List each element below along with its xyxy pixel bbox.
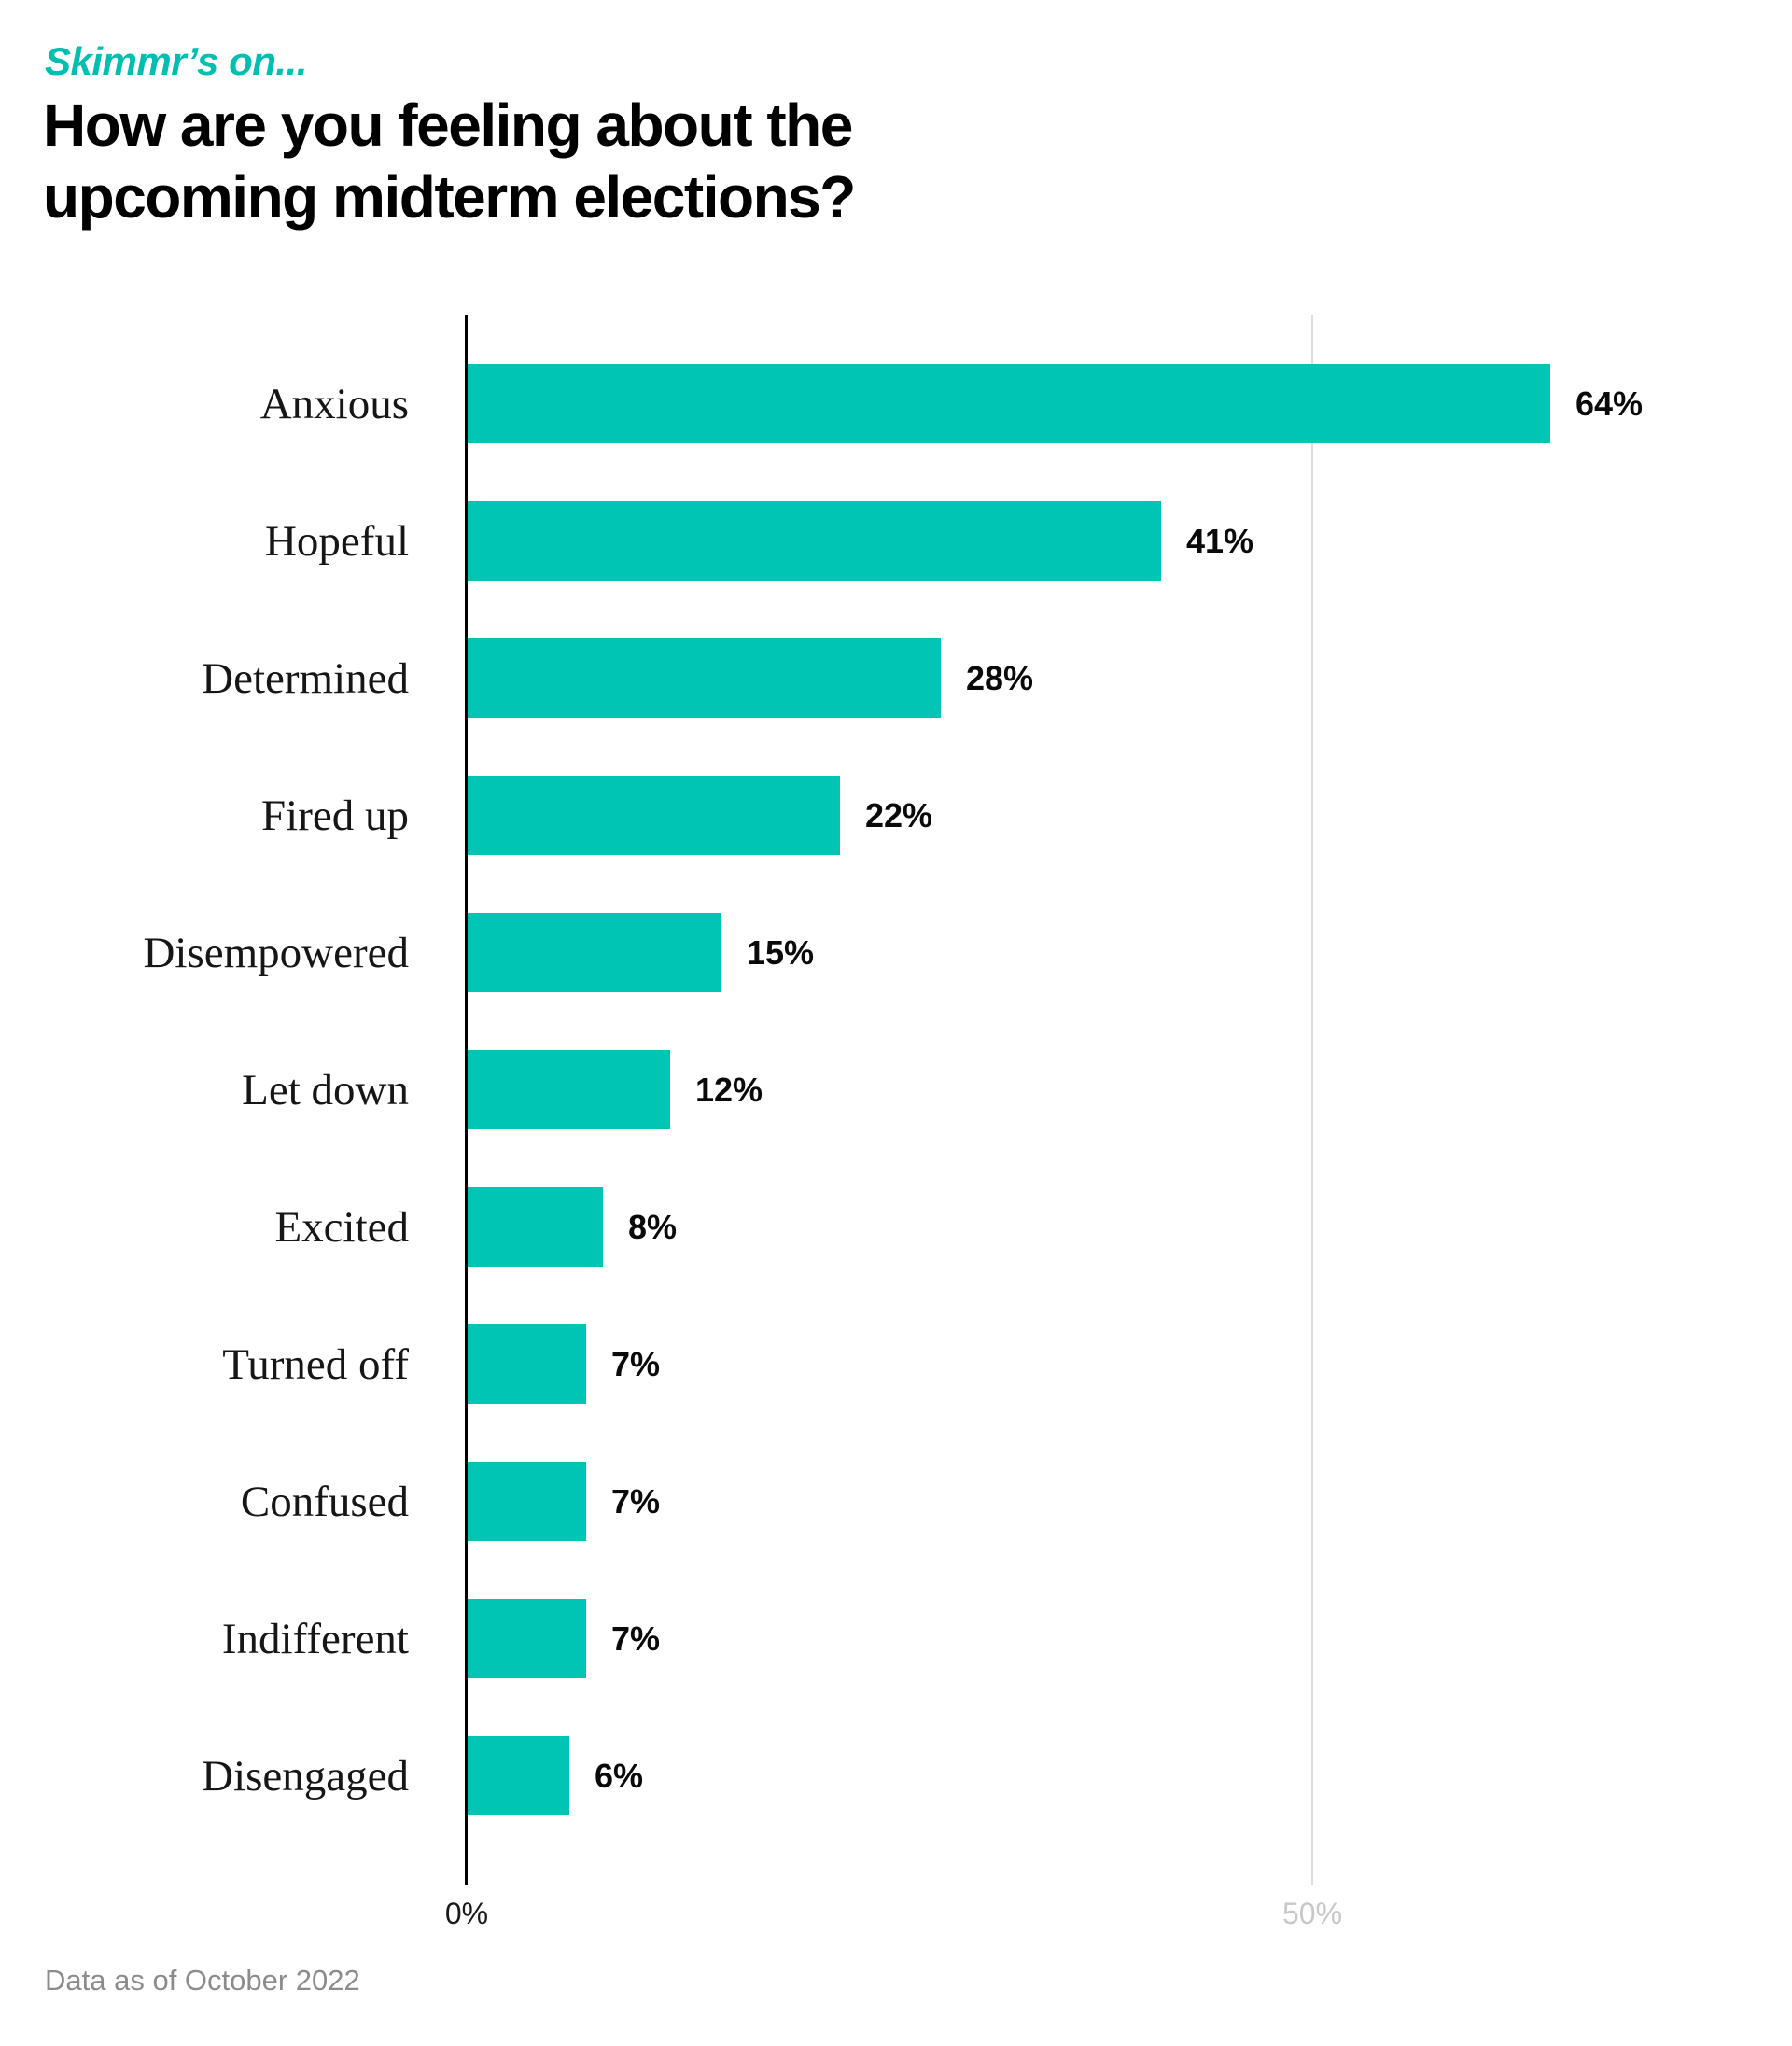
bar-row: Determined 28% bbox=[0, 638, 1792, 718]
chart-title: How are you feeling about the upcoming m… bbox=[43, 91, 856, 231]
value-label: 64% bbox=[1575, 385, 1644, 423]
category-label: Indifferent bbox=[221, 1614, 409, 1663]
category-label: Excited bbox=[274, 1202, 409, 1252]
bar bbox=[468, 1599, 586, 1678]
category-label: Disempowered bbox=[143, 928, 409, 977]
value-label: 6% bbox=[595, 1757, 644, 1795]
value-label: 12% bbox=[695, 1071, 763, 1109]
category-label: Determined bbox=[202, 653, 409, 703]
bar bbox=[468, 501, 1161, 581]
bar bbox=[468, 1187, 603, 1267]
gridline-50pct bbox=[1311, 315, 1313, 1885]
value-label: 41% bbox=[1186, 522, 1254, 560]
value-label: 7% bbox=[611, 1345, 661, 1383]
x-axis-tick-label: 0% bbox=[444, 1897, 489, 1930]
x-axis-tick-label: 50% bbox=[1281, 1897, 1343, 1930]
bar bbox=[468, 913, 721, 992]
bar-row: Disempowered 15% bbox=[0, 913, 1792, 992]
bar-row: Indifferent 7% bbox=[0, 1599, 1792, 1678]
value-label: 22% bbox=[865, 796, 933, 834]
bar-row: Disengaged 6% bbox=[0, 1736, 1792, 1815]
bar-row: Turned off 7% bbox=[0, 1324, 1792, 1404]
category-label: Anxious bbox=[259, 379, 409, 428]
value-label: 8% bbox=[628, 1208, 678, 1246]
value-label: 28% bbox=[966, 659, 1034, 697]
bar bbox=[468, 1736, 569, 1815]
bar bbox=[468, 1324, 586, 1404]
bar-row: Fired up 22% bbox=[0, 776, 1792, 855]
category-label: Fired up bbox=[261, 791, 409, 840]
bar bbox=[468, 638, 941, 718]
category-label: Turned off bbox=[222, 1339, 409, 1389]
bar-row: Excited 8% bbox=[0, 1187, 1792, 1267]
kicker: Skimmr’s on... bbox=[45, 39, 307, 83]
bar bbox=[468, 364, 1550, 443]
bar-chart: Anxious 64% Hopeful 41% Determined 28% Fired u… bbox=[0, 315, 1792, 1930]
bar-row: Confused 7% bbox=[0, 1462, 1792, 1541]
value-label: 7% bbox=[611, 1619, 661, 1658]
bar bbox=[468, 1050, 670, 1129]
bar-row: Let down 12% bbox=[0, 1050, 1792, 1129]
value-label: 15% bbox=[747, 933, 815, 972]
bar-row: Hopeful 41% bbox=[0, 501, 1792, 581]
bar bbox=[468, 776, 840, 855]
category-label: Let down bbox=[242, 1065, 409, 1114]
category-label: Disengaged bbox=[202, 1751, 409, 1801]
y-axis-line bbox=[465, 315, 468, 1885]
category-label: Confused bbox=[240, 1477, 409, 1526]
bar-row: Anxious 64% bbox=[0, 364, 1792, 443]
bar bbox=[468, 1462, 586, 1541]
category-label: Hopeful bbox=[264, 516, 409, 566]
source-note: Data as of October 2022 bbox=[45, 1964, 360, 1997]
value-label: 7% bbox=[611, 1482, 661, 1520]
